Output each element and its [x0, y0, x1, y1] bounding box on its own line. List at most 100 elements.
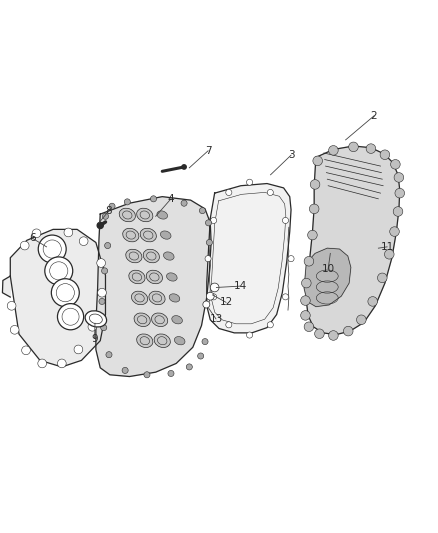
Circle shape — [202, 338, 208, 345]
Ellipse shape — [123, 228, 139, 242]
Text: 12: 12 — [219, 297, 233, 308]
Circle shape — [300, 296, 310, 305]
Polygon shape — [96, 197, 211, 376]
Circle shape — [144, 372, 150, 378]
Circle shape — [11, 326, 19, 334]
Text: 7: 7 — [205, 146, 212, 156]
Circle shape — [304, 322, 314, 332]
Circle shape — [57, 304, 84, 330]
Circle shape — [328, 330, 338, 340]
Circle shape — [385, 249, 394, 259]
Circle shape — [393, 207, 403, 216]
Circle shape — [206, 239, 212, 246]
Circle shape — [198, 353, 204, 359]
Circle shape — [79, 237, 88, 246]
Circle shape — [226, 189, 232, 196]
Polygon shape — [11, 229, 106, 367]
Ellipse shape — [169, 294, 180, 302]
Circle shape — [106, 352, 112, 358]
Circle shape — [109, 203, 115, 209]
Circle shape — [38, 359, 46, 368]
Text: 3: 3 — [288, 150, 294, 160]
Text: 10: 10 — [321, 264, 335, 273]
Circle shape — [211, 294, 217, 300]
Circle shape — [98, 288, 106, 297]
Circle shape — [74, 345, 83, 354]
Ellipse shape — [131, 291, 148, 305]
Circle shape — [283, 217, 289, 223]
Circle shape — [368, 297, 378, 306]
Circle shape — [105, 243, 111, 248]
Circle shape — [186, 364, 192, 370]
Circle shape — [45, 257, 73, 285]
Circle shape — [380, 150, 390, 159]
Circle shape — [102, 213, 109, 220]
Ellipse shape — [126, 249, 142, 263]
Ellipse shape — [134, 313, 150, 327]
Circle shape — [210, 283, 219, 292]
Circle shape — [21, 346, 30, 354]
Circle shape — [199, 207, 205, 214]
Text: 6: 6 — [29, 233, 35, 243]
Circle shape — [307, 230, 317, 240]
Circle shape — [97, 222, 103, 229]
Text: 2: 2 — [371, 111, 377, 121]
Ellipse shape — [137, 334, 153, 348]
Circle shape — [247, 179, 253, 185]
Circle shape — [205, 220, 212, 226]
Ellipse shape — [149, 291, 165, 305]
Ellipse shape — [160, 231, 171, 239]
Circle shape — [99, 298, 105, 304]
Circle shape — [310, 180, 320, 189]
Circle shape — [203, 301, 210, 308]
Ellipse shape — [140, 228, 156, 242]
Circle shape — [309, 204, 319, 214]
Circle shape — [394, 173, 404, 182]
Text: 13: 13 — [209, 314, 223, 324]
Circle shape — [97, 259, 106, 268]
Ellipse shape — [129, 270, 145, 284]
Ellipse shape — [172, 316, 182, 324]
Polygon shape — [207, 183, 291, 333]
Circle shape — [300, 311, 310, 320]
Ellipse shape — [137, 208, 153, 222]
Text: 14: 14 — [233, 281, 247, 291]
Circle shape — [357, 315, 366, 325]
Ellipse shape — [163, 252, 174, 260]
Circle shape — [20, 241, 29, 250]
Circle shape — [349, 142, 358, 152]
Circle shape — [124, 199, 131, 205]
Text: 8: 8 — [106, 206, 112, 216]
Circle shape — [32, 229, 41, 238]
Circle shape — [343, 326, 353, 336]
Circle shape — [101, 325, 107, 330]
Circle shape — [304, 256, 314, 266]
Circle shape — [390, 227, 399, 236]
Circle shape — [378, 273, 387, 282]
Ellipse shape — [85, 311, 106, 327]
Ellipse shape — [166, 273, 177, 281]
Circle shape — [288, 256, 294, 262]
Circle shape — [313, 156, 322, 166]
Ellipse shape — [119, 208, 135, 222]
Circle shape — [122, 367, 128, 374]
Circle shape — [182, 165, 186, 169]
Text: 11: 11 — [381, 242, 394, 252]
Ellipse shape — [154, 334, 170, 348]
Ellipse shape — [174, 336, 185, 345]
Circle shape — [211, 217, 217, 223]
Circle shape — [205, 256, 211, 262]
Polygon shape — [3, 276, 11, 297]
Circle shape — [57, 359, 66, 368]
Circle shape — [88, 322, 97, 331]
Circle shape — [51, 279, 79, 306]
Circle shape — [181, 200, 187, 206]
Ellipse shape — [152, 313, 168, 327]
Circle shape — [206, 292, 214, 300]
Circle shape — [247, 332, 253, 338]
Circle shape — [267, 189, 273, 196]
Circle shape — [366, 144, 376, 154]
Polygon shape — [304, 248, 351, 306]
Circle shape — [64, 228, 73, 237]
Circle shape — [301, 278, 311, 288]
